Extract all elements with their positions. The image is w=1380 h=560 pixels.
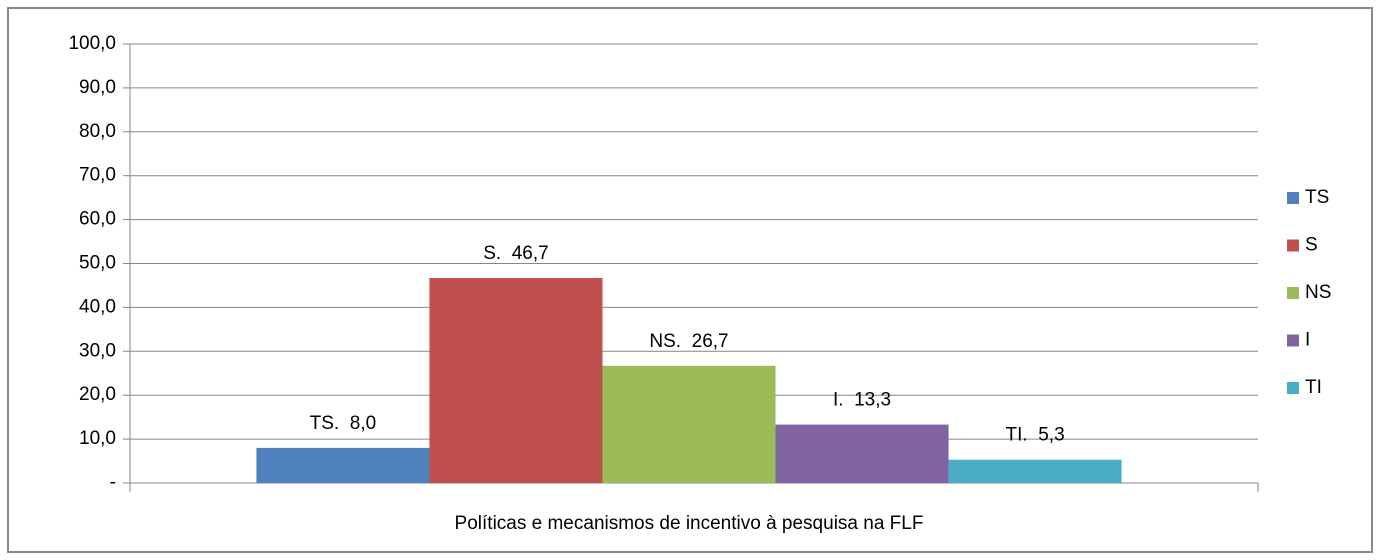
legend-swatch [1287,382,1299,394]
y-tick-label: 40,0 [79,296,116,317]
bar [948,459,1122,483]
y-tick-label: 30,0 [79,340,116,361]
legend-swatch [1287,287,1299,299]
legend-label: TS [1305,187,1329,208]
data-label: TS. 8,0 [310,413,377,434]
y-tick-label: 20,0 [79,384,116,405]
y-tick-label: 60,0 [79,209,116,230]
bar [775,424,949,483]
y-tick-label: 100,0 [68,33,116,54]
y-tick-label: - [110,472,116,493]
y-tick-label: 50,0 [79,253,116,274]
data-label: S. 46,7 [483,243,549,264]
legend-label: TI [1305,377,1322,398]
bar [256,447,430,483]
legend-label: S [1305,235,1318,256]
data-label: NS. 26,7 [649,331,728,352]
legend-label: NS [1305,282,1331,303]
y-tick-label: 10,0 [79,428,116,449]
y-tick-label: 90,0 [79,77,116,98]
legend-swatch [1287,192,1299,204]
legend-label: I [1305,330,1310,351]
legend-swatch [1287,334,1299,347]
x-tick-label: Políticas e mecanismos de incentivo à pe… [455,513,924,534]
bar [602,365,776,483]
y-tick-label: 80,0 [79,121,116,142]
data-label: TI. 5,3 [1006,425,1065,446]
y-tick-label: 70,0 [79,165,116,186]
legend-swatch [1287,239,1299,252]
data-label: I. 13,3 [833,390,891,411]
bar [429,277,603,483]
